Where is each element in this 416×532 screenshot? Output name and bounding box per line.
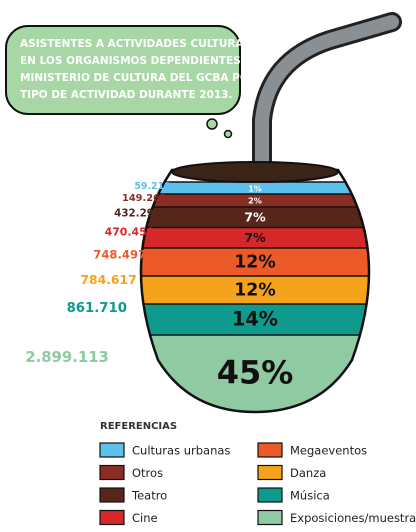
legend-label: Teatro bbox=[131, 489, 167, 503]
percent-label: 12% bbox=[234, 281, 276, 301]
legend-title: REFERENCIAS bbox=[100, 421, 177, 432]
legend-label: Culturas urbanas bbox=[132, 444, 230, 458]
title-bubble bbox=[5, 25, 241, 115]
bubble-dot bbox=[223, 129, 233, 139]
band bbox=[140, 274, 370, 305]
legend-swatch bbox=[99, 464, 125, 481]
straw bbox=[255, 15, 399, 179]
title-line: MINISTERIO DE CULTURA DEL GCBA POR bbox=[20, 72, 257, 84]
value-label: 149.263 bbox=[122, 193, 167, 204]
legend-swatch bbox=[99, 487, 125, 503]
legend-label: Cine bbox=[132, 511, 158, 525]
legend-label: Danza bbox=[290, 466, 326, 480]
value-label: 470.459 bbox=[105, 225, 155, 238]
percent-label: 45% bbox=[217, 353, 294, 391]
legend-label: Megaeventos bbox=[290, 444, 367, 458]
band bbox=[140, 246, 370, 277]
legend-label: Música bbox=[290, 489, 330, 503]
gourd-mouth bbox=[171, 161, 339, 183]
value-label: 432.293 bbox=[114, 207, 161, 219]
percent-label: 12% bbox=[234, 253, 276, 273]
percent-label: 14% bbox=[232, 308, 278, 331]
percent-label: 1% bbox=[248, 184, 262, 193]
percent-label: 7% bbox=[244, 230, 266, 245]
legend-swatch bbox=[257, 442, 283, 458]
legend-swatch bbox=[99, 442, 125, 458]
value-label: 748.497 bbox=[93, 247, 146, 261]
title-line: TIPO DE ACTIVIDAD DURANTE 2013. bbox=[20, 89, 232, 101]
band bbox=[140, 302, 370, 336]
legend-swatch bbox=[99, 509, 125, 526]
legend-swatch bbox=[257, 487, 283, 503]
bubble-dot bbox=[206, 118, 218, 130]
title-line: EN LOS ORGANISMOS DEPENDIENTES DEL bbox=[20, 55, 267, 67]
value-label: 784.617 bbox=[80, 272, 137, 287]
title-line: ASISTENTES A ACTIVIDADES CULTURALES bbox=[20, 38, 265, 50]
value-label: 59.210 bbox=[134, 181, 171, 192]
gourd-outline bbox=[139, 168, 371, 414]
value-label: 861.710 bbox=[67, 301, 127, 316]
legend-swatch bbox=[257, 509, 283, 526]
percent-label: 7% bbox=[244, 209, 266, 224]
legend-label: Exposiciones/muestras bbox=[290, 511, 416, 525]
value-label: 2.899.113 bbox=[25, 348, 109, 366]
percent-label: 2% bbox=[248, 197, 262, 206]
legend-swatch bbox=[257, 464, 283, 481]
legend-label: Otros bbox=[132, 466, 163, 480]
